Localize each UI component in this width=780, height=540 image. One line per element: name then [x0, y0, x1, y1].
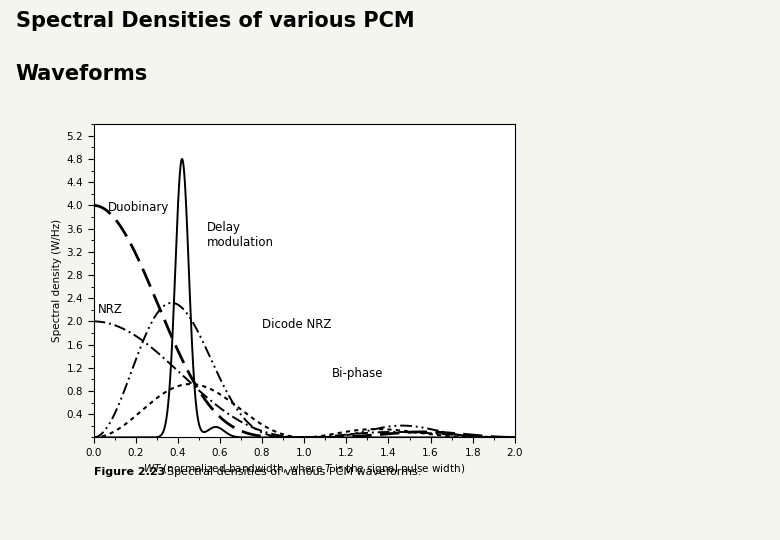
Text: Spectral Densities of various PCM: Spectral Densities of various PCM [16, 11, 414, 31]
X-axis label: $WT$ (normalized bandwidth, where $T$ is the signal pulse width): $WT$ (normalized bandwidth, where $T$ is… [144, 462, 465, 476]
Text: Spectral densities of various PCM waveforms.: Spectral densities of various PCM wavefo… [153, 467, 421, 477]
Text: Delay
modulation: Delay modulation [207, 221, 275, 249]
Text: Duobinary: Duobinary [108, 201, 170, 214]
Text: NRZ: NRZ [98, 303, 122, 316]
Y-axis label: Spectral density (W/Hz): Spectral density (W/Hz) [52, 219, 62, 342]
Text: Waveforms: Waveforms [16, 64, 148, 84]
Text: Figure 2.23: Figure 2.23 [94, 467, 165, 477]
Text: Bi-phase: Bi-phase [332, 367, 383, 380]
Text: Dicode NRZ: Dicode NRZ [262, 319, 332, 332]
